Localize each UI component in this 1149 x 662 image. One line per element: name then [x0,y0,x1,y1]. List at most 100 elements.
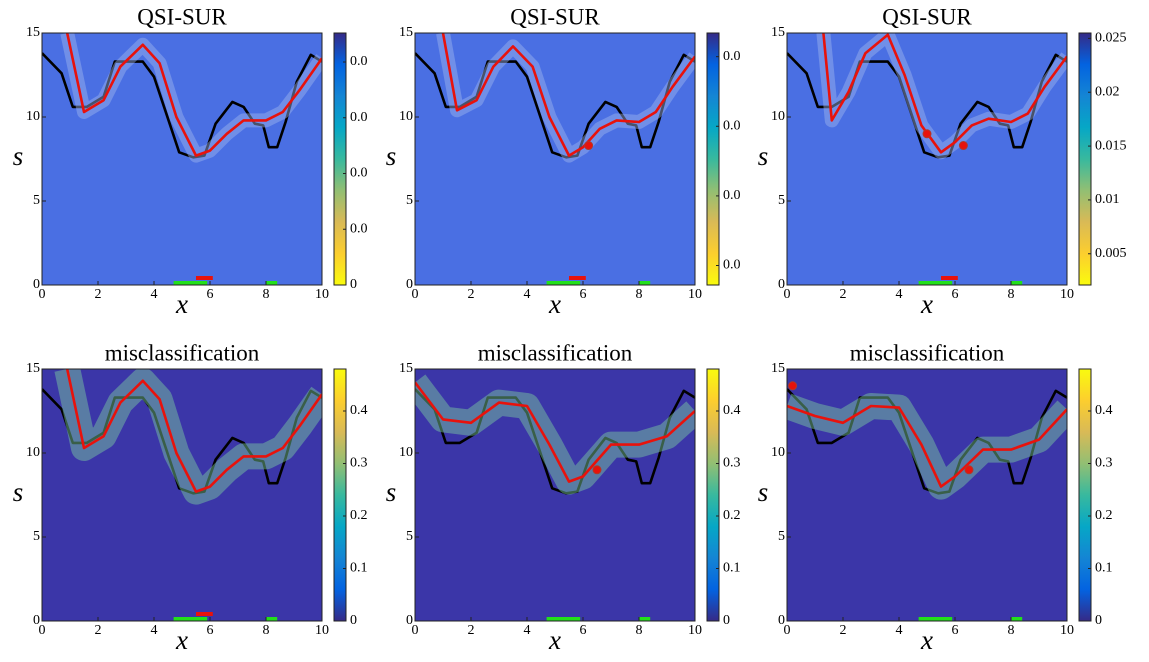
colorbar-tick-label: 0.3 [350,456,368,471]
plot-area [415,374,695,495]
chart-title: QSI-SUR [510,4,600,29]
y-tick-label: 10 [771,445,785,460]
x-tick-label: 4 [896,623,903,638]
x-tick-label: 6 [952,623,959,638]
green-interval [546,617,581,621]
colorbar-tick-label: 0.4 [350,403,368,418]
y-tick-label: 10 [399,109,413,124]
estimate-curve [415,381,695,483]
y-tick-label: 15 [771,361,785,376]
x-tick-label: 2 [840,623,847,638]
green-interval [173,617,208,621]
sample-point [964,465,974,475]
chart-title: misclassification [478,340,633,365]
colorbar [333,32,347,286]
contour-curve [42,388,322,495]
x-axis-label: x [548,625,561,655]
x-tick-label: 4 [896,287,903,302]
y-tick-label: 0 [406,613,413,628]
colorbar-tick-label: 0.1 [350,561,368,576]
colorbar-labels: 0.005 0.01 0.015 0.02 [723,49,755,273]
x-axis-label: x [920,289,933,319]
y-tick-label: 0 [33,613,40,628]
colorbar-tick-label: 0.015 [1095,138,1127,153]
colorbar-tick-label: 0 [350,613,357,628]
x-tick-label: 2 [95,623,102,638]
green-interval [918,281,953,285]
x-tick-label: 0 [784,287,791,302]
x-tick-label: 6 [952,287,959,302]
y-tick-label: 5 [778,193,785,208]
axes-frame [786,368,1068,622]
colorbar-tick-label: 0.005 [723,258,755,273]
colorbar-tick-label: 0.2 [350,508,368,523]
chart-title: QSI-SUR [137,4,227,29]
estimate-curve [822,33,1067,154]
sample-point [922,129,932,139]
y-axis-label: s [386,141,397,171]
x-tick-label: 10 [315,287,329,302]
colorbar-tick-label: 0.2 [723,508,741,523]
red-interval [196,276,213,280]
y-axis-label: s [13,477,24,507]
sample-point [592,465,602,475]
y-tick-label: 0 [406,277,413,292]
y-tick-label: 5 [778,529,785,544]
colorbar-labels: 0 0.1 0.2 0.3 0.4 [1095,403,1113,628]
x-axis-label: x [175,625,188,655]
colorbar-tick-label: 0 [350,277,357,292]
heatmap-field [42,369,322,621]
axes-frame [414,368,696,622]
estimate-curve [65,33,322,157]
x-tick-label: 4 [524,623,531,638]
colorbar-tick-label: 0.005 [350,221,382,236]
colorbar-tick-label: 0.02 [1095,84,1120,99]
chart-title: QSI-SUR [882,4,972,29]
x-tick-label: 10 [688,623,702,638]
y-axis-label: s [386,477,397,507]
plot-area [415,33,695,163]
x-tick-label: 8 [636,623,643,638]
y-tick-label: 0 [778,277,785,292]
colorbar-tick-label: 0.1 [723,561,741,576]
y-tick-label: 5 [33,529,40,544]
x-tick-label: 8 [263,287,270,302]
colorbar-tick-label: 0.01 [350,166,375,181]
red-interval [941,276,958,280]
y-tick-label: 15 [771,25,785,40]
chart-title: misclassification [850,340,1005,365]
x-tick-label: 2 [840,287,847,302]
colorbar-tick-label: 0 [723,613,730,628]
colorbar [1078,32,1092,286]
plot-area [42,33,322,163]
y-tick-label: 5 [406,529,413,544]
colorbar [333,368,347,622]
x-tick-label: 0 [39,623,46,638]
colorbar-tick-label: 0.015 [350,110,382,125]
x-axis-label: x [548,289,561,319]
colorbar-tick-label: 0.005 [1095,246,1127,261]
estimate-curve [787,404,1067,488]
plot-area [787,381,1067,500]
axes-frame [414,32,696,286]
x-tick-label: 8 [1008,287,1015,302]
contour-curve [787,388,1067,495]
contour-curve [42,52,322,159]
plot-area [42,369,322,505]
axes-frame [41,368,323,622]
chart-title: misclassification [105,340,260,365]
y-tick-label: 15 [26,25,40,40]
x-tick-label: 0 [412,287,419,302]
y-tick-label: 15 [399,25,413,40]
colorbar [1078,368,1092,622]
colorbar-tick-label: 0.4 [1095,403,1113,418]
colorbar-tick-label: 0.3 [723,456,741,471]
x-tick-label: 6 [207,287,214,302]
y-tick-label: 0 [778,613,785,628]
x-tick-label: 10 [688,287,702,302]
x-tick-label: 4 [524,287,531,302]
colorbar [706,368,720,622]
x-tick-label: 0 [412,623,419,638]
y-tick-label: 10 [399,445,413,460]
